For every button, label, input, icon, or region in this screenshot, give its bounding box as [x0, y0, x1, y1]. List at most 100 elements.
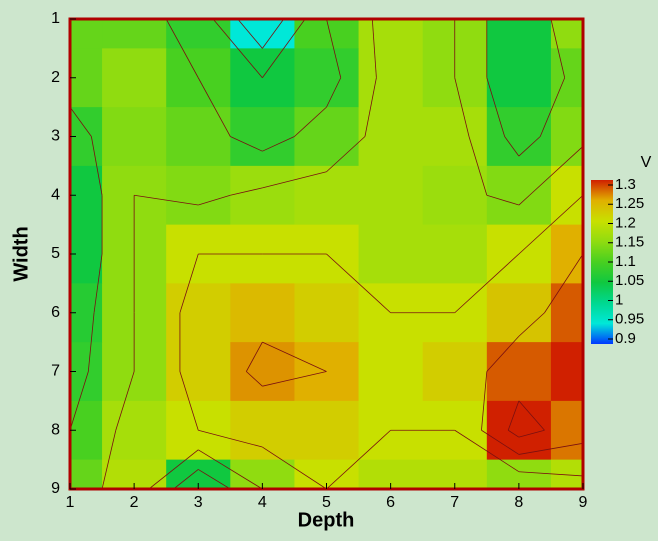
cell	[294, 48, 360, 108]
contour-line	[165, 19, 199, 78]
contour-line	[454, 253, 520, 314]
contour-line	[504, 136, 520, 157]
contour-line	[262, 341, 327, 372]
contour-line	[518, 429, 545, 438]
contour-line	[518, 312, 545, 337]
contour-line	[518, 136, 541, 157]
contour-line	[230, 136, 263, 152]
contour-line	[134, 194, 199, 206]
cell	[230, 107, 295, 167]
cell	[230, 19, 295, 49]
y-tick-label: 4	[51, 186, 60, 203]
contour-line	[518, 194, 583, 255]
cell	[70, 19, 103, 49]
contour-line	[544, 253, 583, 313]
x-axis-label: Depth	[298, 509, 355, 531]
contour-line	[486, 335, 520, 372]
colorbar-tick-label: 1.2	[615, 214, 636, 231]
cell	[102, 400, 167, 461]
contour-line	[326, 253, 391, 314]
contour-line	[486, 194, 519, 206]
cell	[486, 342, 552, 402]
cell	[294, 107, 360, 167]
colorbar	[591, 180, 613, 344]
contour-line	[115, 371, 135, 431]
contour-line	[173, 469, 199, 489]
cell	[294, 400, 360, 461]
cell	[486, 165, 552, 226]
cell	[102, 107, 167, 167]
cell	[486, 48, 552, 108]
contour-line	[198, 449, 263, 489]
cell	[358, 165, 424, 226]
x-tick-label: 5	[322, 494, 331, 511]
cell	[550, 19, 583, 49]
cell	[486, 19, 552, 49]
contour-line	[371, 19, 377, 78]
contour-line	[90, 136, 103, 196]
contour-line	[198, 429, 263, 448]
contour-line	[237, 19, 263, 49]
contour-line	[454, 77, 470, 137]
y-tick-label: 8	[51, 421, 60, 438]
cell	[358, 19, 424, 49]
x-tick-label: 6	[386, 494, 395, 511]
contour-line	[481, 429, 520, 455]
contour-line	[262, 136, 295, 152]
cell	[358, 224, 424, 284]
plot	[70, 19, 583, 489]
contour-line	[262, 171, 327, 189]
contour-line	[539, 77, 566, 137]
cell	[230, 342, 295, 402]
contour-line	[70, 106, 92, 137]
contour-line	[518, 471, 583, 477]
cell	[294, 19, 360, 49]
cell	[166, 165, 231, 226]
contour-line	[230, 187, 263, 196]
contour-line	[246, 371, 263, 387]
cell	[486, 283, 552, 343]
cell	[70, 459, 103, 489]
colorbar-tick-label: 0.95	[615, 311, 644, 328]
contour-line	[198, 194, 231, 206]
contour-line	[179, 253, 199, 313]
x-tick-label: 9	[579, 494, 588, 511]
contour-line	[262, 371, 327, 387]
contour-line	[507, 429, 520, 438]
y-tick-label: 3	[51, 128, 60, 145]
cell	[486, 107, 552, 167]
cell	[550, 165, 583, 226]
contour-line	[179, 371, 199, 431]
x-tick-label: 2	[130, 494, 139, 511]
contour-line	[481, 371, 488, 431]
cell	[166, 107, 231, 167]
cell	[166, 19, 231, 49]
cell	[230, 283, 295, 343]
y-tick-label: 7	[51, 363, 60, 380]
contour-line	[198, 469, 231, 489]
contour-line	[518, 194, 530, 206]
contour-line	[87, 312, 95, 372]
x-tick-label: 4	[258, 494, 267, 511]
cell	[166, 283, 231, 343]
cell	[422, 224, 488, 284]
contour-line	[326, 136, 366, 173]
contour-line	[294, 106, 327, 137]
colorbar-tick-label: 1.15	[615, 234, 644, 251]
contour-line	[197, 77, 231, 137]
y-tick-label: 9	[51, 480, 60, 497]
cell	[166, 342, 231, 402]
cell	[358, 342, 424, 402]
contour-line	[326, 429, 391, 489]
cell	[230, 165, 295, 226]
contour-line	[262, 446, 327, 489]
y-tick-label: 5	[51, 245, 60, 262]
contour-line	[518, 400, 545, 431]
cell	[358, 107, 424, 167]
contour-line	[326, 19, 342, 78]
contour-line	[486, 77, 506, 137]
contour-line	[550, 19, 566, 78]
x-tick-label: 8	[514, 494, 523, 511]
colorbar-tick-label: 1	[615, 291, 623, 308]
colorbar-label: V	[641, 154, 652, 171]
